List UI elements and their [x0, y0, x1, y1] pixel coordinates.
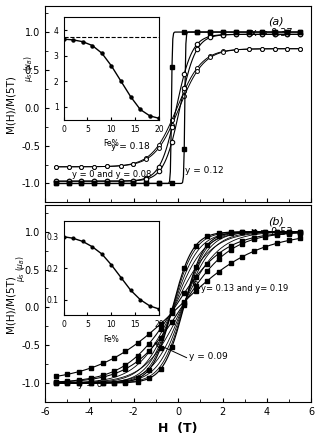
- Text: (a): (a): [268, 16, 284, 26]
- Text: y = 0: y = 0: [78, 380, 102, 389]
- Text: y = 0.09: y = 0.09: [189, 352, 228, 361]
- Text: y = 0 and y = 0.08: y = 0 and y = 0.08: [71, 170, 151, 179]
- Y-axis label: M(H)/M(5T): M(H)/M(5T): [5, 75, 16, 133]
- Y-axis label: M(H)/M(5T): M(H)/M(5T): [5, 275, 16, 333]
- Text: y = 0.12: y = 0.12: [185, 166, 223, 175]
- Text: x = 0.37: x = 0.37: [252, 28, 293, 38]
- Text: y= 0.13 and y= 0.19: y= 0.13 and y= 0.19: [201, 284, 289, 293]
- X-axis label: H  (T): H (T): [158, 422, 198, 435]
- Text: (b): (b): [268, 216, 284, 226]
- Text: x = 0.53: x = 0.53: [252, 228, 293, 237]
- Text: y = 0.18: y = 0.18: [111, 142, 150, 151]
